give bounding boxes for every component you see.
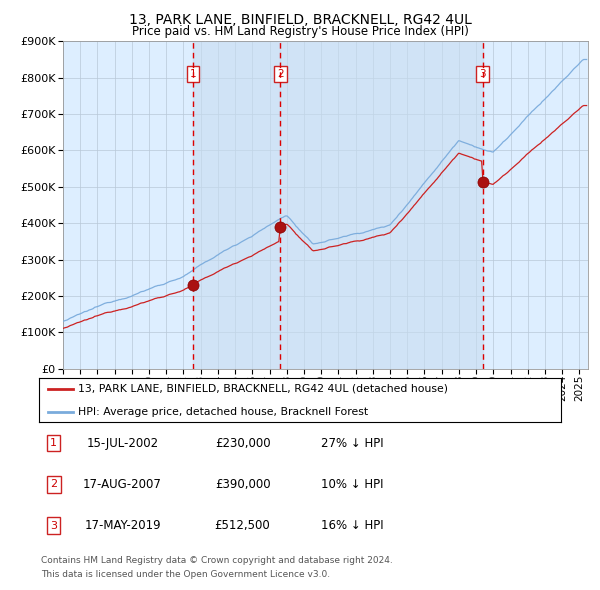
Text: £390,000: £390,000	[215, 478, 271, 491]
Text: 3: 3	[50, 521, 57, 530]
Text: £512,500: £512,500	[215, 519, 271, 532]
Text: 17-MAY-2019: 17-MAY-2019	[84, 519, 161, 532]
Bar	[280, 41, 482, 369]
Text: 1: 1	[50, 438, 57, 448]
Text: HPI: Average price, detached house, Bracknell Forest: HPI: Average price, detached house, Brac…	[78, 407, 368, 417]
Text: 10% ↓ HPI: 10% ↓ HPI	[321, 478, 383, 491]
Text: Price paid vs. HM Land Registry's House Price Index (HPI): Price paid vs. HM Land Registry's House …	[131, 25, 469, 38]
Text: £230,000: £230,000	[215, 437, 271, 450]
Text: 13, PARK LANE, BINFIELD, BRACKNELL, RG42 4UL: 13, PARK LANE, BINFIELD, BRACKNELL, RG42…	[128, 13, 472, 27]
Text: 16% ↓ HPI: 16% ↓ HPI	[321, 519, 383, 532]
Text: 13, PARK LANE, BINFIELD, BRACKNELL, RG42 4UL (detached house): 13, PARK LANE, BINFIELD, BRACKNELL, RG42…	[78, 384, 448, 394]
Bar	[193, 41, 280, 369]
Text: 1: 1	[190, 69, 196, 79]
Text: 15-JUL-2002: 15-JUL-2002	[86, 437, 158, 450]
Text: Contains HM Land Registry data © Crown copyright and database right 2024.: Contains HM Land Registry data © Crown c…	[41, 556, 392, 565]
Text: 27% ↓ HPI: 27% ↓ HPI	[321, 437, 383, 450]
Text: 2: 2	[277, 69, 284, 79]
Text: 17-AUG-2007: 17-AUG-2007	[83, 478, 162, 491]
Text: 2: 2	[50, 480, 57, 489]
Text: 3: 3	[479, 69, 486, 79]
Text: This data is licensed under the Open Government Licence v3.0.: This data is licensed under the Open Gov…	[41, 571, 330, 579]
